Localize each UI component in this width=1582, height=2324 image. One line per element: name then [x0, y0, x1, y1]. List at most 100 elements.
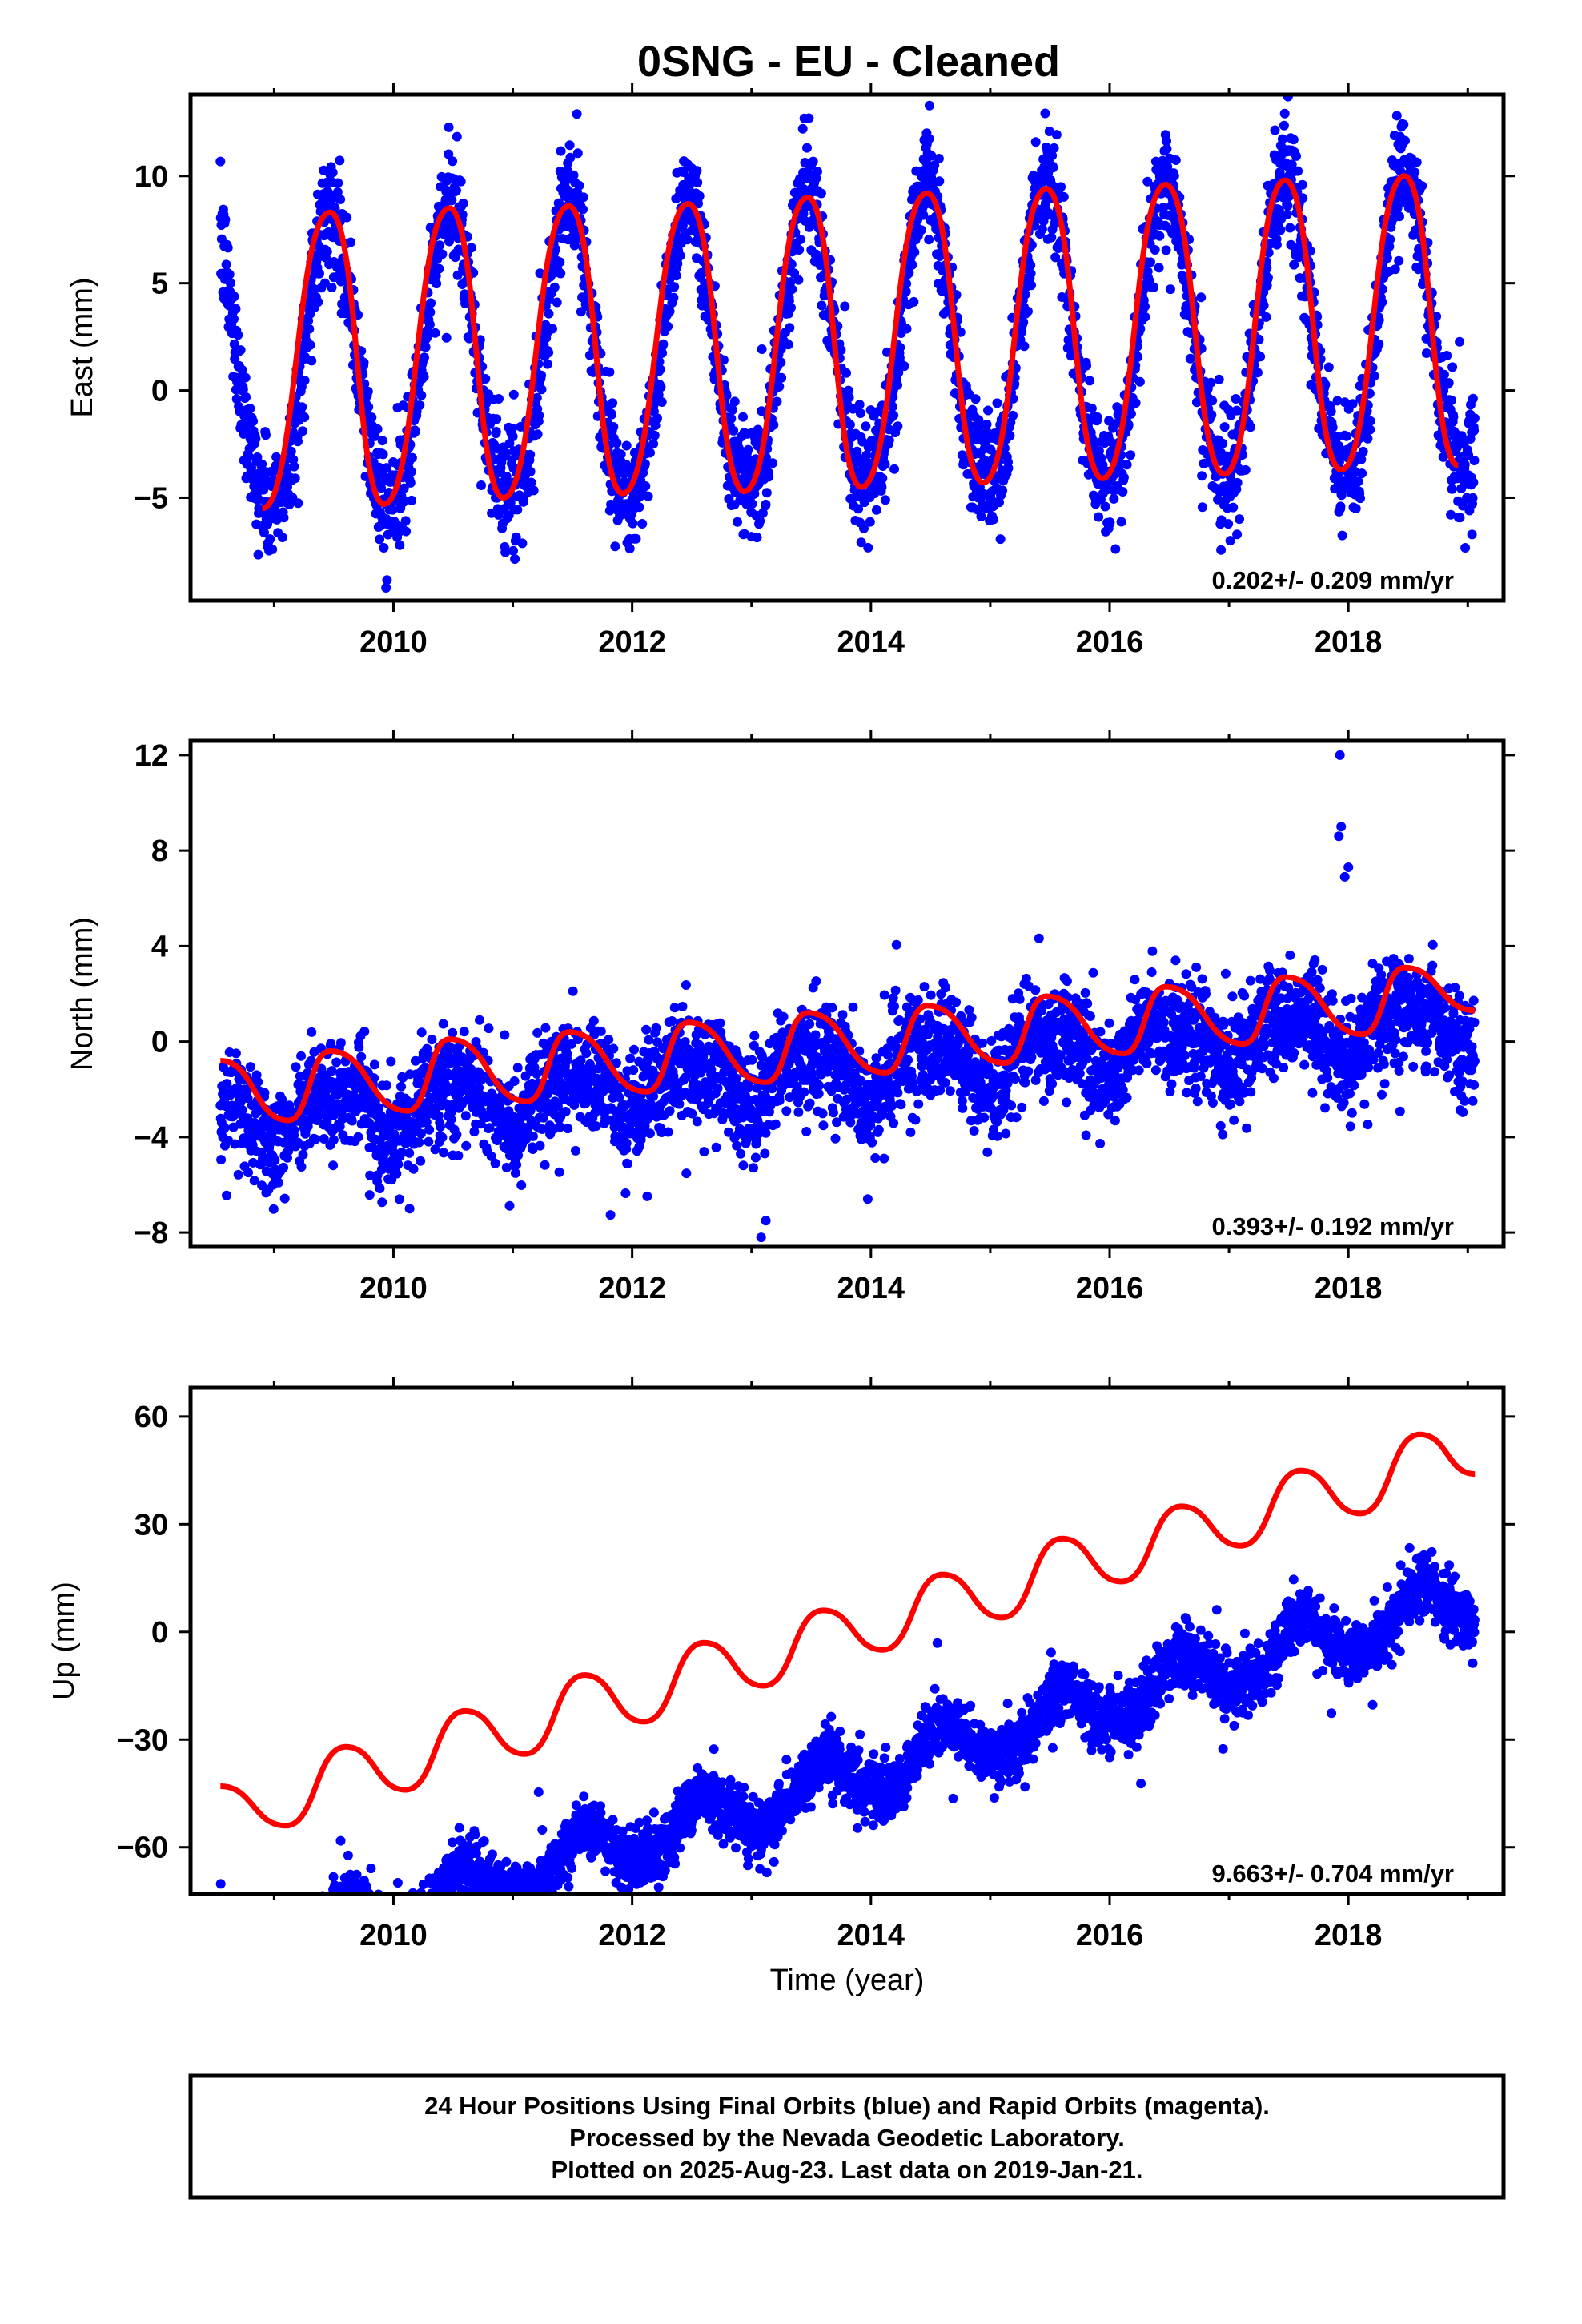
data-point — [1283, 200, 1293, 211]
data-point — [1140, 301, 1150, 312]
y-tick-label: 10 — [135, 160, 168, 194]
data-point — [335, 195, 346, 204]
data-point — [534, 410, 544, 420]
data-point — [312, 1113, 323, 1124]
data-point — [296, 1162, 307, 1172]
data-point — [574, 180, 584, 191]
data-point — [884, 435, 894, 445]
data-point — [569, 1100, 580, 1110]
data-point — [1105, 517, 1115, 528]
data-point — [486, 1151, 496, 1161]
data-point — [252, 452, 263, 462]
data-point — [293, 436, 303, 447]
data-point — [604, 367, 615, 377]
data-point — [448, 156, 458, 167]
data-point — [452, 1129, 462, 1140]
data-point — [794, 245, 805, 255]
x-tick-label: 2014 — [837, 625, 905, 659]
data-point — [1255, 352, 1266, 362]
data-point — [263, 519, 273, 529]
data-point — [359, 357, 369, 368]
data-point — [951, 290, 962, 300]
data-point — [804, 113, 814, 123]
data-point — [253, 549, 263, 560]
data-point — [1235, 514, 1244, 525]
data-point — [1048, 163, 1058, 173]
data-point — [578, 204, 588, 215]
data-point — [776, 357, 786, 368]
data-point — [974, 424, 984, 434]
data-point — [1118, 472, 1129, 483]
data-point — [286, 446, 296, 456]
data-point — [378, 449, 388, 460]
data-point — [536, 384, 547, 395]
data-point — [657, 348, 668, 358]
data-point — [1123, 420, 1134, 430]
data-point — [1358, 446, 1368, 456]
data-point — [404, 1148, 415, 1158]
data-point — [1443, 378, 1454, 388]
data-point — [407, 452, 417, 463]
data-point — [215, 156, 226, 167]
data-point — [247, 463, 257, 472]
data-point — [233, 1169, 243, 1180]
data-point — [845, 420, 855, 430]
data-point — [251, 519, 262, 529]
data-point — [1100, 501, 1110, 512]
data-point — [367, 1142, 378, 1152]
data-point — [757, 508, 768, 518]
data-point — [955, 327, 966, 337]
data-point — [494, 394, 504, 404]
data-point — [1446, 509, 1456, 520]
data-point — [220, 215, 231, 225]
data-point — [899, 361, 909, 372]
data-point — [669, 292, 679, 303]
data-point — [1382, 253, 1392, 263]
data-point — [376, 483, 387, 493]
x-tick-label: 2018 — [1315, 625, 1383, 659]
data-point — [1293, 166, 1303, 176]
data-point — [1355, 493, 1365, 504]
data-point — [652, 413, 662, 424]
data-point — [665, 306, 675, 316]
data-point — [282, 464, 292, 474]
data-point — [229, 339, 239, 349]
data-point — [1003, 463, 1014, 473]
data-point — [243, 1168, 253, 1178]
data-point — [386, 1056, 396, 1067]
data-point — [453, 1151, 464, 1160]
data-point — [1410, 167, 1420, 178]
data-point — [1167, 228, 1178, 239]
data-point — [904, 268, 914, 278]
data-point — [1197, 471, 1207, 481]
data-point — [1019, 341, 1030, 352]
data-point — [882, 347, 892, 357]
data-point — [335, 155, 345, 166]
data-point — [1086, 403, 1097, 413]
data-point — [559, 67, 568, 77]
data-point — [432, 279, 442, 289]
data-point — [395, 540, 405, 550]
data-point — [727, 404, 737, 415]
data-point — [840, 301, 850, 312]
data-point — [407, 495, 417, 505]
data-point — [863, 542, 873, 553]
data-point — [291, 1062, 301, 1072]
data-point — [555, 1122, 565, 1132]
data-point — [889, 410, 899, 420]
data-point — [427, 1035, 437, 1045]
data-point — [1395, 211, 1404, 222]
data-point — [1282, 209, 1292, 219]
data-point — [511, 532, 521, 542]
data-point — [335, 1121, 345, 1132]
data-point — [637, 519, 648, 529]
data-point — [1385, 235, 1395, 244]
data-point — [1353, 476, 1363, 487]
data-point — [459, 1027, 469, 1037]
data-point — [243, 452, 254, 462]
data-point — [307, 1027, 317, 1037]
data-point — [1196, 292, 1207, 303]
data-point — [335, 1038, 346, 1048]
data-point — [926, 151, 937, 161]
data-point — [549, 282, 560, 292]
